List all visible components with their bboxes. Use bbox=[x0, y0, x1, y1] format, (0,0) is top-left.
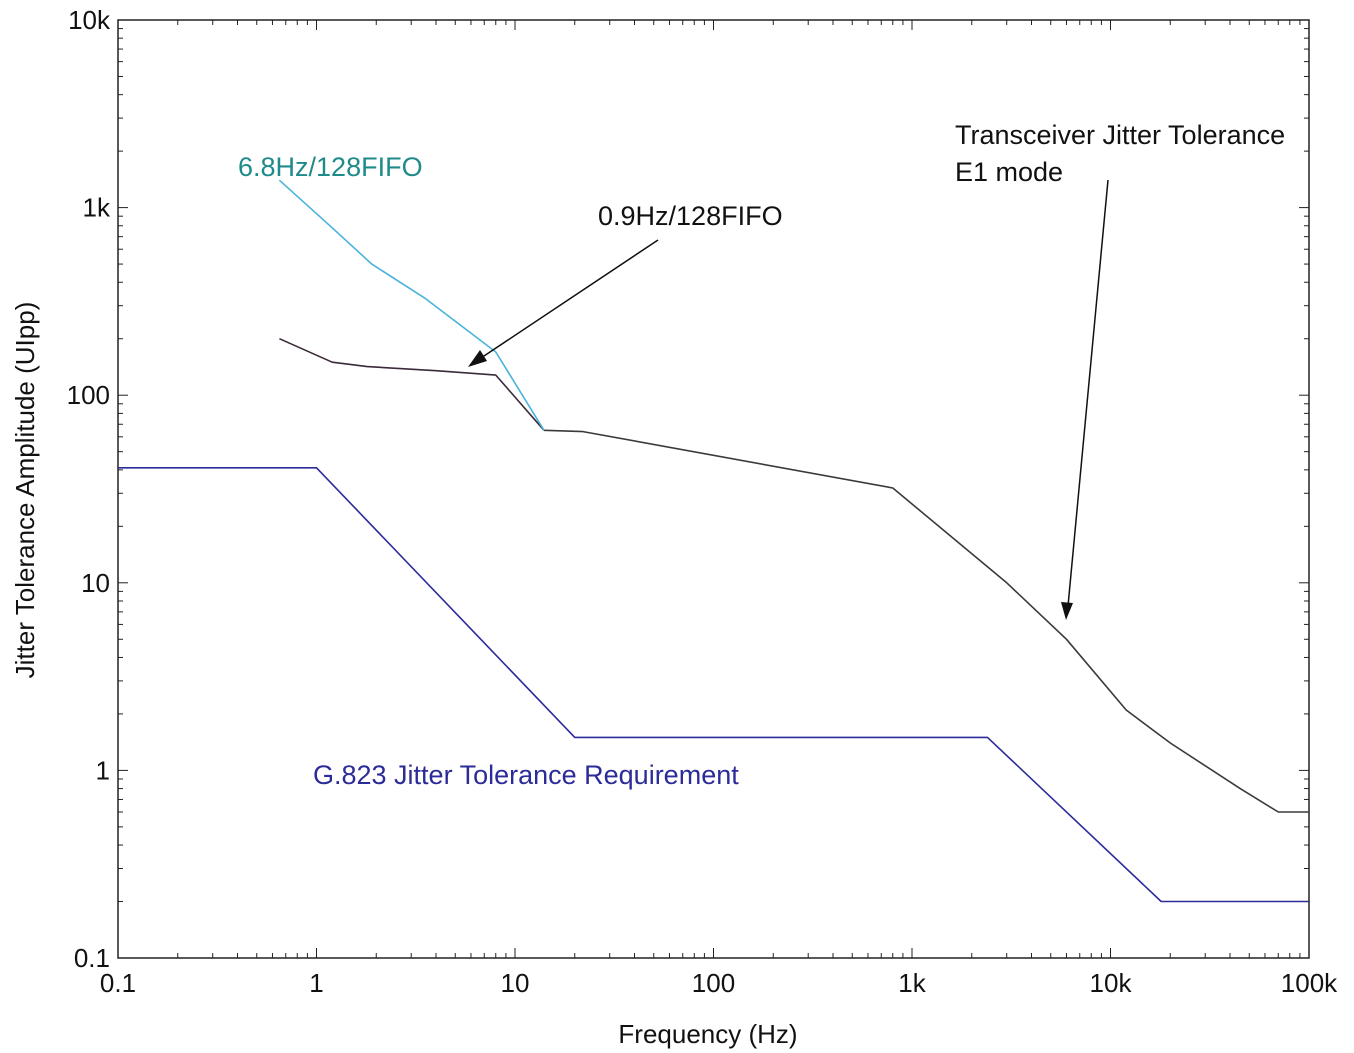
x-axis-title: Frequency (Hz) bbox=[618, 1019, 797, 1049]
major-ticks bbox=[117, 20, 1309, 959]
series-line-2 bbox=[279, 337, 545, 431]
x-tick-label: 10 bbox=[501, 968, 530, 998]
x-tick-label: 1 bbox=[309, 968, 323, 998]
y-tick-label: 1 bbox=[96, 755, 110, 785]
series-line-3 bbox=[278, 179, 545, 431]
y-axis-title: Jitter Tolerance Amplitude (UIpp) bbox=[10, 302, 40, 679]
x-tick-label: 100 bbox=[692, 968, 735, 998]
x-tick-labels: 0.1 1 10 100 1k 10k 100k bbox=[100, 968, 1338, 998]
annotations: 6.8Hz/128FIFO 0.9Hz/128FIFO Transceiver … bbox=[238, 120, 1285, 790]
y-tick-label: 100 bbox=[67, 380, 110, 410]
y-tick-label: 0.1 bbox=[74, 943, 110, 973]
series-lines bbox=[118, 179, 1309, 903]
arrow-0-9hz-head bbox=[468, 350, 487, 367]
arrow-0-9hz-shaft bbox=[477, 239, 659, 361]
annotation-6-8hz-fifo: 6.8Hz/128FIFO bbox=[238, 152, 423, 182]
annotation-0-9hz-fifo: 0.9Hz/128FIFO bbox=[598, 201, 783, 231]
series-line-0 bbox=[118, 466, 1309, 903]
arrow-transceiver-shaft bbox=[1067, 179, 1109, 607]
annotation-g823: G.823 Jitter Tolerance Requirement bbox=[313, 760, 739, 790]
y-tick-label: 1k bbox=[83, 193, 111, 223]
annotation-transceiver-line2: E1 mode bbox=[955, 157, 1063, 187]
minor-ticks bbox=[118, 20, 1309, 958]
annotation-transceiver-line1: Transceiver Jitter Tolerance bbox=[955, 120, 1285, 150]
x-tick-label: 10k bbox=[1090, 968, 1133, 998]
y-tick-label: 10k bbox=[68, 5, 111, 35]
x-tick-label: 0.1 bbox=[100, 968, 136, 998]
y-tick-label: 10 bbox=[81, 568, 110, 598]
x-tick-label: 1k bbox=[898, 968, 926, 998]
plot-frame bbox=[117, 19, 1310, 959]
series-line-1 bbox=[543, 429, 1309, 813]
y-tick-labels: 0.1 1 10 100 1k 10k bbox=[67, 5, 111, 973]
x-tick-label: 100k bbox=[1281, 968, 1338, 998]
arrow-transceiver-head bbox=[1061, 602, 1073, 620]
